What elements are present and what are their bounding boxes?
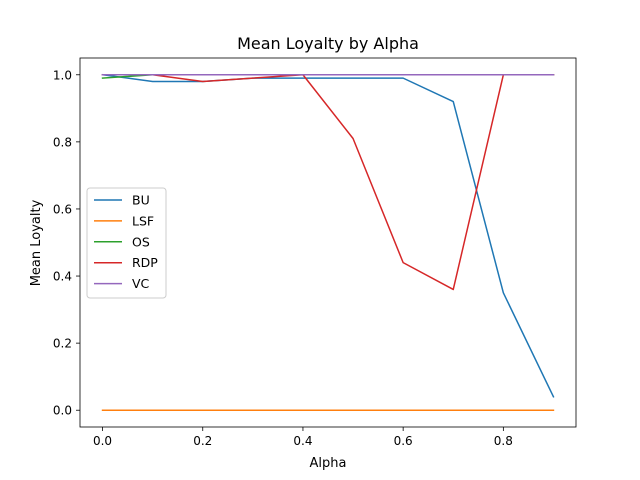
x-tick-label: 0.0 (93, 434, 112, 448)
legend-label-rdp: RDP (132, 255, 158, 270)
y-tick-label: 0.4 (53, 270, 72, 284)
legend-box (86, 187, 167, 299)
y-tick-label: 0.2 (53, 337, 72, 351)
y-tick-label: 0.0 (53, 404, 72, 418)
plot-area: 0.0 0.2 0.4 0.6 0.8 0.0 0.2 0.4 0.6 0.8 1.0 (53, 57, 577, 448)
chart-title: Mean Loyalty by Alpha (237, 34, 419, 53)
y-tick-label: 1.0 (53, 68, 72, 82)
axes-frame (79, 57, 577, 428)
legend-label-lsf: LSF (132, 213, 154, 228)
x-axis-label: Alpha (310, 456, 347, 471)
legend-label-vc: VC (132, 276, 150, 291)
x-tick-label: 0.4 (293, 434, 312, 448)
legend: BU LSF OS RDP VC (86, 187, 167, 299)
series-line-rdp (101, 74, 555, 291)
x-tick-label: 0.8 (494, 434, 513, 448)
legend-label-os: OS (132, 234, 150, 249)
y-tick-label: 0.8 (53, 135, 72, 149)
y-axis-label: Mean Loyalty (29, 199, 44, 286)
legend-label-bu: BU (132, 193, 150, 208)
y-tick-label: 0.6 (53, 202, 72, 216)
x-tick-label: 0.2 (193, 434, 212, 448)
series-line-bu (101, 73, 555, 398)
x-tick-label: 0.6 (394, 434, 413, 448)
